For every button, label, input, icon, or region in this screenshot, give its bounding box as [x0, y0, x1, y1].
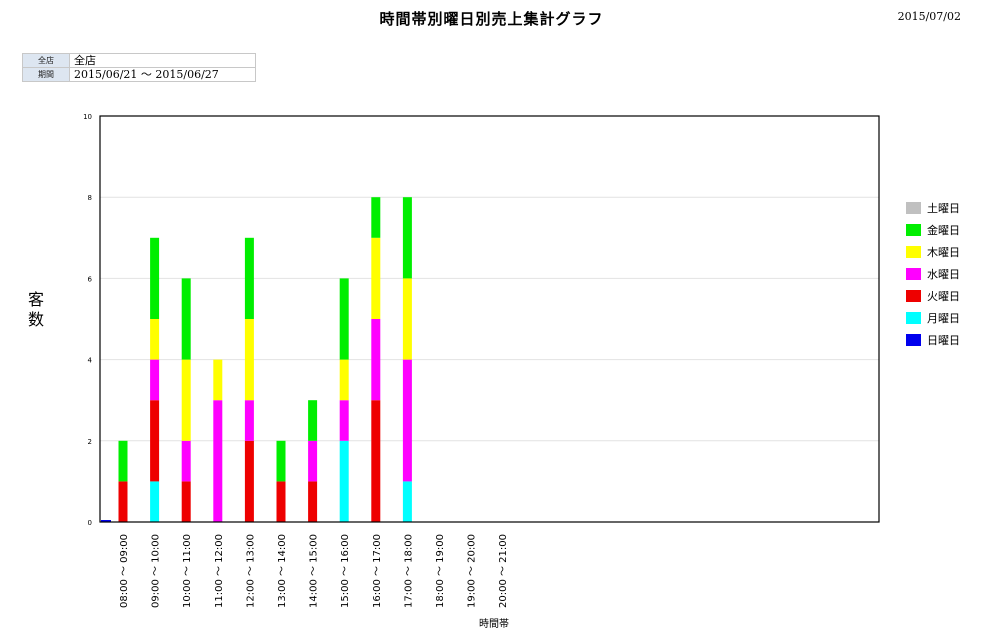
legend-label: 火曜日 [927, 290, 960, 303]
y-tick-label: 2 [88, 438, 92, 446]
bar-segment [150, 237, 160, 319]
legend-item: 日曜日 [906, 329, 960, 351]
bar-segment [244, 440, 254, 522]
y-tick-label: 0 [88, 519, 92, 527]
bar-segment [371, 197, 381, 238]
legend-swatch [906, 290, 921, 302]
filter-table: 全店 全店 期間 2015/06/21 ～ 2015/06/27 [22, 53, 256, 82]
x-tick-label: 19:00 ～ 20:00 [467, 534, 478, 608]
bar-segment [244, 319, 254, 401]
bar-segment [150, 359, 160, 401]
legend-swatch [906, 334, 921, 346]
legend-swatch [906, 224, 921, 236]
bar-segment [181, 359, 191, 441]
baseline-marker [101, 520, 111, 522]
bar-segment [371, 319, 381, 401]
x-tick-label: 14:00 ～ 15:00 [309, 534, 320, 608]
bar-segment [402, 278, 412, 360]
y-tick-label: 4 [88, 357, 93, 365]
bar-segment [402, 359, 412, 482]
legend-item: 木曜日 [906, 241, 960, 263]
bar-segment [181, 440, 191, 482]
bar-segment [150, 319, 160, 360]
legend-item: 月曜日 [906, 307, 960, 329]
legend-item: 金曜日 [906, 219, 960, 241]
legend-swatch [906, 246, 921, 258]
chart-legend: 土曜日金曜日木曜日水曜日火曜日月曜日日曜日 [906, 197, 960, 351]
x-tick-label: 11:00 ～ 12:00 [214, 534, 225, 608]
legend-label: 月曜日 [927, 312, 960, 325]
bar-segment [181, 278, 191, 360]
filter-row-store: 全店 全店 [22, 53, 256, 68]
bar-segment [276, 440, 286, 482]
bar-segment [213, 359, 223, 401]
bar-segment [213, 400, 223, 522]
x-tick-label: 16:00 ～ 17:00 [372, 534, 383, 608]
bar-segment [308, 440, 318, 482]
plot-frame [99, 115, 880, 523]
legend-item: 土曜日 [906, 197, 960, 219]
bar-segment [244, 237, 254, 319]
bar-segment [339, 440, 349, 522]
legend-swatch [906, 202, 921, 214]
x-tick-label: 08:00 ～ 09:00 [119, 534, 130, 608]
bar-segment [339, 278, 349, 360]
legend-label: 木曜日 [927, 246, 960, 259]
x-tick-label: 17:00 ～ 18:00 [403, 534, 414, 608]
x-tick-label: 15:00 ～ 16:00 [340, 534, 351, 608]
x-tick-label: 12:00 ～ 13:00 [245, 534, 256, 608]
x-tick-label: 20:00 ～ 21:00 [498, 534, 509, 608]
bar-segment [339, 400, 349, 441]
bar-segment [118, 481, 128, 522]
bar-segment [276, 481, 286, 522]
y-tick-label: 6 [88, 275, 93, 283]
x-tick-label: 18:00 ～ 19:00 [435, 534, 446, 608]
plot-area [100, 116, 879, 522]
bar-segment [118, 440, 128, 482]
filter-value-period: 2015/06/21 ～ 2015/06/27 [69, 67, 256, 82]
y-tick-label: 10 [83, 113, 92, 121]
bar-segment [371, 400, 381, 522]
bar-segment [371, 237, 381, 319]
legend-label: 日曜日 [927, 334, 960, 347]
bar-segment [402, 481, 412, 522]
legend-swatch [906, 268, 921, 280]
x-tick-label: 10:00 ～ 11:00 [182, 534, 193, 608]
x-tick-label: 13:00 ～ 14:00 [277, 534, 288, 608]
bar-segment [181, 481, 191, 522]
bar-segment [308, 400, 318, 441]
x-tick-label: 09:00 ～ 10:00 [151, 534, 162, 608]
bar-segment [402, 197, 412, 279]
bar-segment [244, 400, 254, 441]
filter-row-period: 期間 2015/06/21 ～ 2015/06/27 [22, 67, 256, 82]
bar-segment [150, 481, 160, 522]
y-axis-label: 客数 [27, 290, 44, 329]
bar-segment [150, 400, 160, 482]
report-date: 2015/07/02 [897, 10, 961, 23]
bar-segment [339, 359, 349, 401]
bar-segment [308, 481, 318, 522]
x-axis-title: 時間帯 [479, 617, 509, 630]
y-tick-label: 8 [88, 194, 92, 202]
filter-label-period: 期間 [22, 67, 70, 82]
legend-item: 水曜日 [906, 263, 960, 285]
legend-label: 水曜日 [927, 268, 960, 281]
legend-item: 火曜日 [906, 285, 960, 307]
legend-label: 土曜日 [927, 202, 960, 215]
page-title: 時間帯別曜日別売上集計グラフ [379, 10, 604, 28]
legend-label: 金曜日 [927, 224, 960, 237]
legend-swatch [906, 312, 921, 324]
